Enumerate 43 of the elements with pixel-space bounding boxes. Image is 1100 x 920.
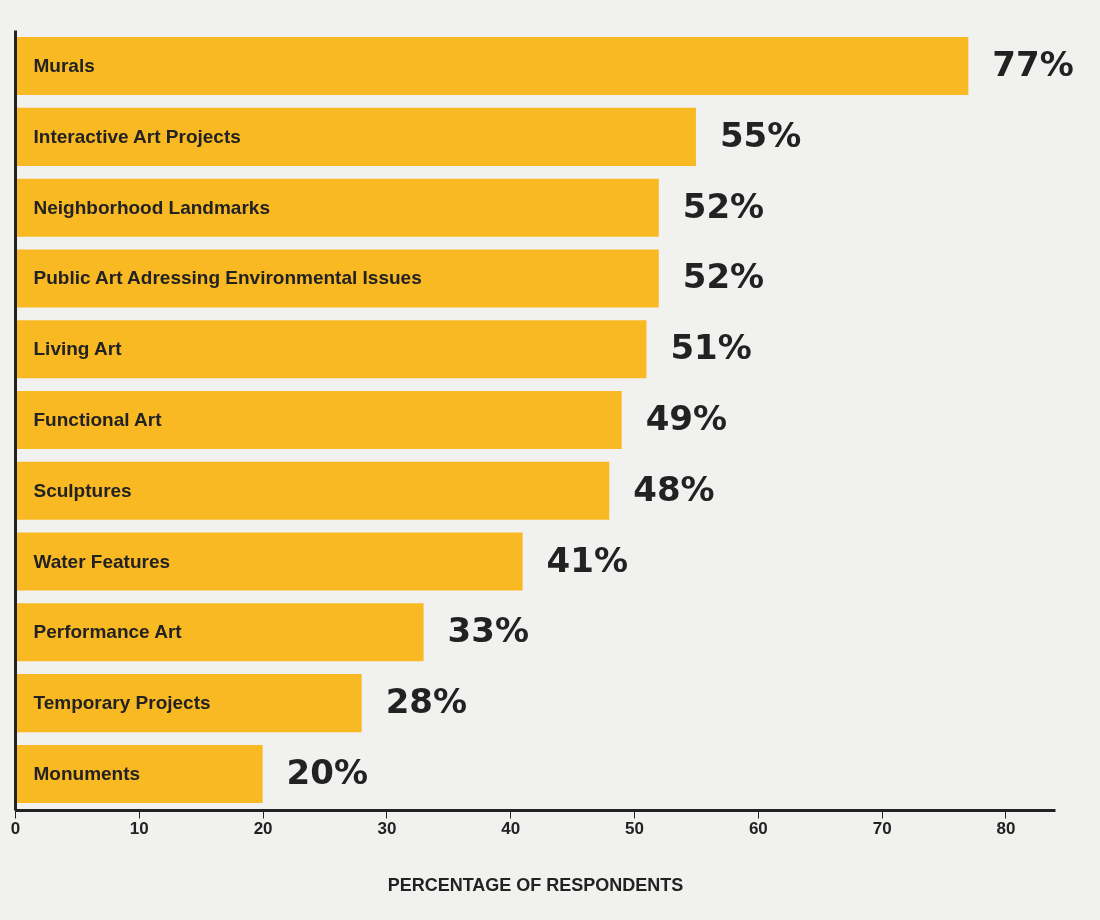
bar — [15, 603, 424, 662]
bar — [15, 320, 647, 379]
x-axis-title: PERCENTAGE OF RESPONDENTS — [387, 874, 684, 895]
x-tick-label: 30 — [377, 818, 397, 838]
y-tick-label: Murals — [33, 55, 95, 77]
data-label: 55% — [719, 114, 802, 155]
x-tick-label: 60 — [748, 818, 768, 838]
y-tick-label: Neighborhood Landmarks — [33, 196, 270, 218]
bar — [15, 744, 263, 803]
x-tick-label: 40 — [501, 818, 521, 838]
y-tick-label: Living Art — [33, 338, 123, 360]
y-tick-label: Public Art Adressing Environmental Issues — [33, 267, 422, 289]
bar — [15, 107, 696, 166]
bar — [15, 249, 659, 308]
bar — [15, 37, 969, 96]
y-tick-label: Sculptures — [33, 479, 132, 501]
bar — [15, 178, 659, 237]
y-tick-label: Temporary Projects — [33, 692, 211, 714]
bar — [15, 461, 610, 520]
x-tick-label: 80 — [996, 818, 1016, 838]
x-tick-label: 20 — [253, 818, 273, 838]
bar — [15, 532, 523, 591]
x-tick-label: 50 — [625, 818, 645, 838]
y-tick-label: Performance Art — [33, 621, 183, 643]
bar — [15, 674, 362, 733]
data-label: 41% — [546, 539, 629, 580]
data-label: 28% — [385, 681, 468, 722]
x-tick-label: 70 — [872, 818, 892, 838]
data-label: 51% — [670, 327, 752, 368]
data-label: 52% — [682, 256, 765, 297]
x-tick-label: 0 — [10, 818, 21, 838]
data-label: 20% — [286, 751, 369, 792]
data-label: 77% — [992, 44, 1074, 85]
x-tick-label: 10 — [129, 818, 149, 838]
bar — [15, 390, 622, 450]
data-label: 49% — [645, 398, 728, 438]
data-label: 52% — [682, 185, 765, 226]
data-label: 33% — [447, 610, 529, 651]
y-tick-label: Interactive Art Projects — [33, 125, 241, 147]
y-tick-label: Water Features — [33, 550, 171, 572]
y-tick-label: Monuments — [33, 762, 141, 784]
y-tick-label: Functional Art — [33, 409, 163, 430]
data-label: 48% — [633, 468, 715, 509]
